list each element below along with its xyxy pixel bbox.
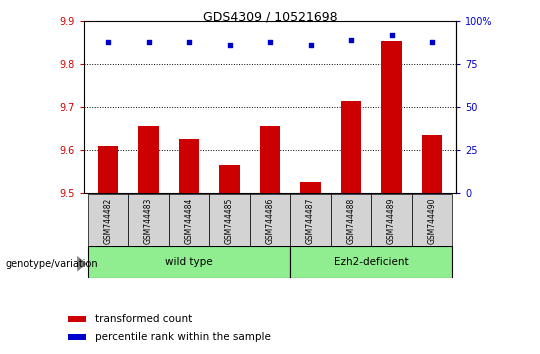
Point — [428, 39, 436, 45]
Text: GSM744483: GSM744483 — [144, 198, 153, 244]
Bar — [87, 246, 291, 278]
Bar — [260, 126, 280, 193]
Bar — [68, 316, 86, 322]
Point — [387, 32, 396, 38]
Bar — [372, 194, 412, 246]
Text: genotype/variation: genotype/variation — [5, 259, 98, 269]
Text: GSM744487: GSM744487 — [306, 198, 315, 244]
Text: wild type: wild type — [165, 257, 213, 267]
Point — [104, 39, 112, 45]
Text: GSM744484: GSM744484 — [185, 198, 193, 244]
Bar — [291, 194, 330, 246]
Point — [144, 39, 153, 45]
Bar — [250, 194, 291, 246]
Bar — [330, 194, 372, 246]
Bar — [381, 41, 402, 193]
Text: GSM744490: GSM744490 — [428, 198, 436, 244]
Bar — [341, 101, 361, 193]
Bar — [98, 146, 118, 193]
Bar — [87, 194, 129, 246]
Point — [306, 42, 315, 48]
Text: GSM744485: GSM744485 — [225, 198, 234, 244]
Bar — [179, 139, 199, 193]
Polygon shape — [77, 256, 87, 272]
Bar — [168, 194, 210, 246]
Point — [225, 42, 234, 48]
Bar — [219, 165, 240, 193]
Point — [266, 39, 274, 45]
Bar — [291, 246, 453, 278]
Bar — [422, 135, 442, 193]
Text: transformed count: transformed count — [96, 314, 193, 324]
Point — [347, 37, 355, 43]
Text: percentile rank within the sample: percentile rank within the sample — [96, 332, 271, 342]
Bar — [129, 194, 168, 246]
Bar — [68, 333, 86, 339]
Point — [185, 39, 193, 45]
Text: Ezh2-deficient: Ezh2-deficient — [334, 257, 409, 267]
Bar — [300, 182, 321, 193]
Text: GSM744486: GSM744486 — [266, 198, 274, 244]
Bar — [412, 194, 453, 246]
Text: GSM744489: GSM744489 — [387, 198, 396, 244]
Bar — [210, 194, 249, 246]
Text: GSM744482: GSM744482 — [104, 198, 112, 244]
Text: GSM744488: GSM744488 — [347, 198, 355, 244]
Bar — [138, 126, 159, 193]
Text: GDS4309 / 10521698: GDS4309 / 10521698 — [202, 11, 338, 24]
